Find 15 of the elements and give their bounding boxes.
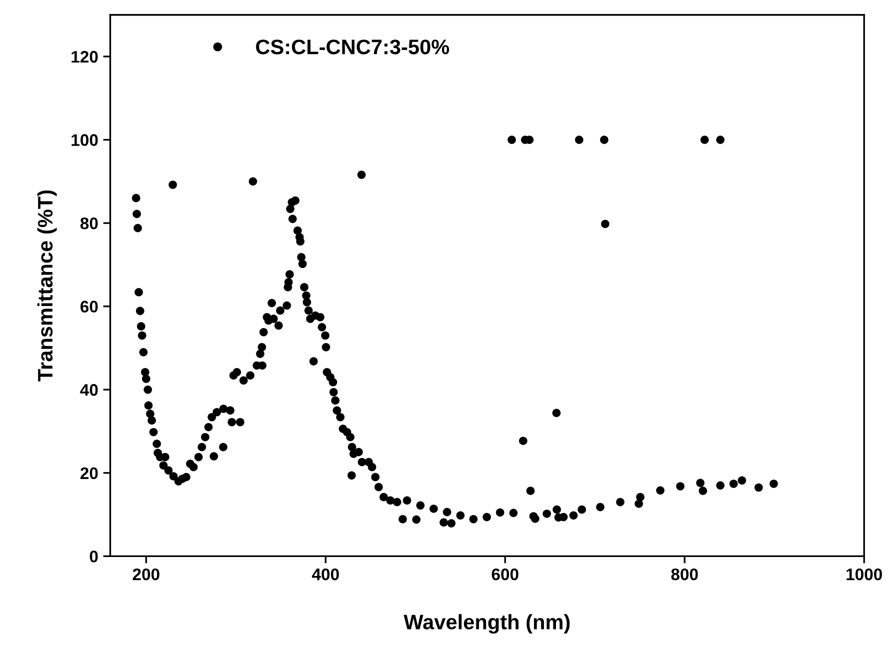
y-tick-label: 40 bbox=[80, 384, 98, 396]
y-axis-title: Transmittance (%T) bbox=[37, 190, 57, 382]
y-tick-label: 20 bbox=[80, 467, 98, 480]
x-axis-title: Wavelength (nm) bbox=[404, 614, 570, 634]
x-tick-label: 1000 bbox=[846, 568, 882, 580]
x-tick-label: 800 bbox=[671, 568, 698, 580]
legend-label: CS:CL-CNC7:3-50% bbox=[256, 40, 450, 54]
x-tick-label: 200 bbox=[132, 568, 160, 580]
x-tick-label: 400 bbox=[312, 568, 339, 580]
x-tick-label: 600 bbox=[492, 568, 518, 580]
y-tick-label: 80 bbox=[80, 217, 98, 230]
y-tick-label: 0 bbox=[90, 550, 98, 562]
y-tick-label: 120 bbox=[72, 50, 98, 63]
y-tick-label: 100 bbox=[72, 134, 98, 146]
y-tick-label: 60 bbox=[80, 300, 98, 313]
